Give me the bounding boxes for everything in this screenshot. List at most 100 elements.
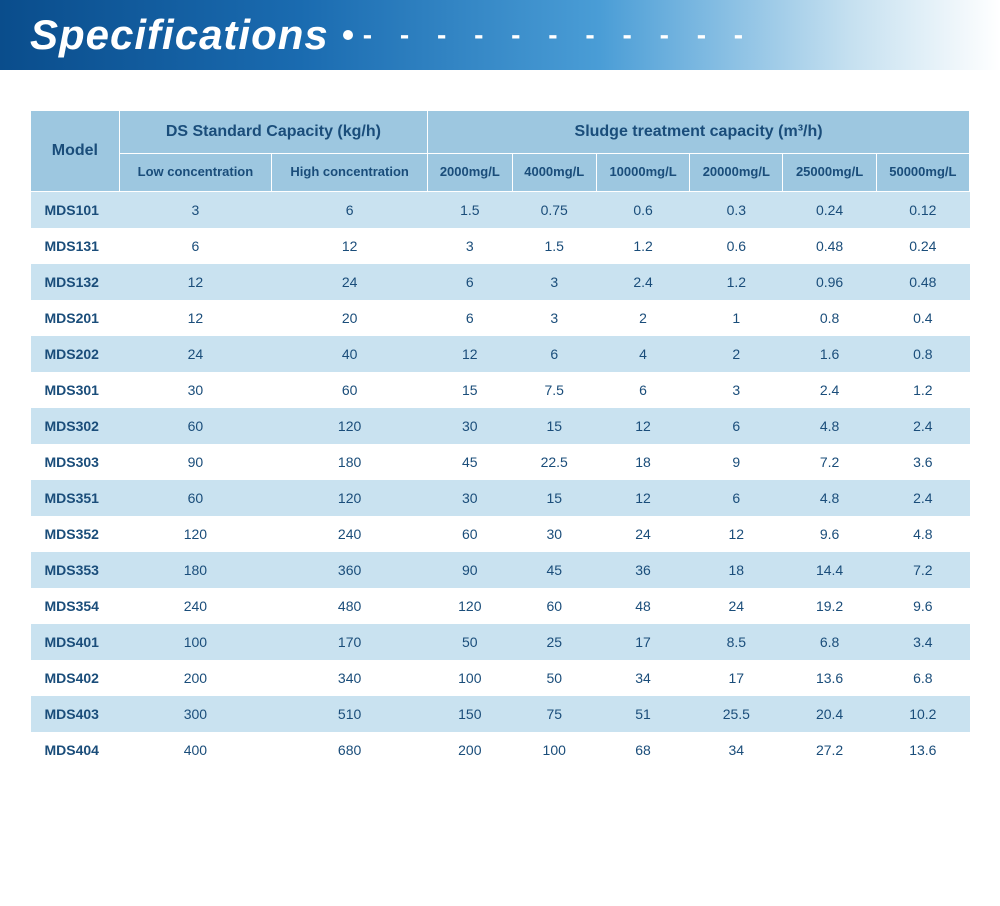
table-row: MDS4011001705025178.56.83.4 <box>31 624 970 660</box>
cell-sludge: 17 <box>690 660 783 696</box>
cell-sludge: 14.4 <box>783 552 876 588</box>
col-sludge-4: 25000mg/L <box>783 154 876 192</box>
cell-low: 120 <box>119 516 271 552</box>
cell-sludge: 9 <box>690 444 783 480</box>
cell-sludge: 0.48 <box>783 228 876 264</box>
col-ds-group: DS Standard Capacity (kg/h) <box>119 111 427 154</box>
cell-high: 20 <box>272 300 428 336</box>
table-row: MDS1321224632.41.20.960.48 <box>31 264 970 300</box>
cell-sludge: 0.6 <box>596 191 689 228</box>
cell-sludge: 4 <box>596 336 689 372</box>
table-container: Model DS Standard Capacity (kg/h) Sludge… <box>0 70 1000 788</box>
cell-sludge: 100 <box>512 732 596 768</box>
cell-sludge: 19.2 <box>783 588 876 624</box>
cell-sludge: 6 <box>690 408 783 444</box>
cell-sludge: 12 <box>428 336 512 372</box>
cell-sludge: 12 <box>596 408 689 444</box>
cell-sludge: 27.2 <box>783 732 876 768</box>
cell-sludge: 22.5 <box>512 444 596 480</box>
cell-model: MDS301 <box>31 372 120 408</box>
col-sludge-2: 10000mg/L <box>596 154 689 192</box>
cell-high: 340 <box>272 660 428 696</box>
cell-sludge: 4.8 <box>783 480 876 516</box>
cell-high: 12 <box>272 228 428 264</box>
cell-sludge: 9.6 <box>876 588 969 624</box>
cell-sludge: 34 <box>690 732 783 768</box>
cell-sludge: 2.4 <box>876 480 969 516</box>
cell-sludge: 100 <box>428 660 512 696</box>
cell-sludge: 7.5 <box>512 372 596 408</box>
cell-model: MDS201 <box>31 300 120 336</box>
table-header: Model DS Standard Capacity (kg/h) Sludge… <box>31 111 970 192</box>
cell-sludge: 17 <box>596 624 689 660</box>
table-row: MDS303901804522.51897.23.6 <box>31 444 970 480</box>
table-row: MDS2022440126421.60.8 <box>31 336 970 372</box>
cell-sludge: 15 <box>512 408 596 444</box>
cell-sludge: 0.8 <box>783 300 876 336</box>
cell-sludge: 24 <box>690 588 783 624</box>
cell-high: 40 <box>272 336 428 372</box>
cell-model: MDS132 <box>31 264 120 300</box>
cell-high: 24 <box>272 264 428 300</box>
cell-sludge: 48 <box>596 588 689 624</box>
cell-sludge: 1.2 <box>876 372 969 408</box>
cell-low: 200 <box>119 660 271 696</box>
cell-sludge: 3 <box>512 264 596 300</box>
cell-high: 6 <box>272 191 428 228</box>
cell-low: 90 <box>119 444 271 480</box>
cell-sludge: 18 <box>596 444 689 480</box>
cell-sludge: 0.6 <box>690 228 783 264</box>
cell-sludge: 20.4 <box>783 696 876 732</box>
cell-sludge: 1 <box>690 300 783 336</box>
cell-low: 300 <box>119 696 271 732</box>
col-sludge-3: 20000mg/L <box>690 154 783 192</box>
specifications-banner: Specifications - - - - - - - - - - - <box>0 0 1000 70</box>
cell-sludge: 0.8 <box>876 336 969 372</box>
table-row: MDS101361.50.750.60.30.240.12 <box>31 191 970 228</box>
cell-low: 30 <box>119 372 271 408</box>
cell-high: 680 <box>272 732 428 768</box>
cell-sludge: 1.2 <box>690 264 783 300</box>
cell-model: MDS131 <box>31 228 120 264</box>
cell-high: 240 <box>272 516 428 552</box>
cell-sludge: 0.75 <box>512 191 596 228</box>
cell-sludge: 10.2 <box>876 696 969 732</box>
cell-high: 120 <box>272 408 428 444</box>
cell-sludge: 6 <box>428 300 512 336</box>
cell-sludge: 2 <box>690 336 783 372</box>
table-row: MDS201122063210.80.4 <box>31 300 970 336</box>
cell-low: 12 <box>119 300 271 336</box>
cell-sludge: 0.4 <box>876 300 969 336</box>
cell-sludge: 15 <box>428 372 512 408</box>
cell-sludge: 68 <box>596 732 689 768</box>
cell-sludge: 2 <box>596 300 689 336</box>
cell-sludge: 34 <box>596 660 689 696</box>
cell-high: 120 <box>272 480 428 516</box>
cell-model: MDS302 <box>31 408 120 444</box>
cell-sludge: 60 <box>512 588 596 624</box>
cell-low: 24 <box>119 336 271 372</box>
cell-model: MDS353 <box>31 552 120 588</box>
cell-sludge: 3.4 <box>876 624 969 660</box>
cell-sludge: 8.5 <box>690 624 783 660</box>
cell-sludge: 50 <box>428 624 512 660</box>
cell-sludge: 4.8 <box>783 408 876 444</box>
cell-sludge: 2.4 <box>876 408 969 444</box>
cell-sludge: 45 <box>512 552 596 588</box>
cell-low: 400 <box>119 732 271 768</box>
cell-high: 360 <box>272 552 428 588</box>
cell-sludge: 50 <box>512 660 596 696</box>
cell-sludge: 0.24 <box>783 191 876 228</box>
cell-sludge: 30 <box>428 408 512 444</box>
cell-sludge: 12 <box>596 480 689 516</box>
cell-sludge: 25.5 <box>690 696 783 732</box>
cell-sludge: 2.4 <box>596 264 689 300</box>
cell-sludge: 0.96 <box>783 264 876 300</box>
col-model: Model <box>31 111 120 192</box>
cell-high: 510 <box>272 696 428 732</box>
cell-low: 12 <box>119 264 271 300</box>
cell-low: 180 <box>119 552 271 588</box>
cell-sludge: 6.8 <box>876 660 969 696</box>
cell-sludge: 15 <box>512 480 596 516</box>
cell-high: 170 <box>272 624 428 660</box>
